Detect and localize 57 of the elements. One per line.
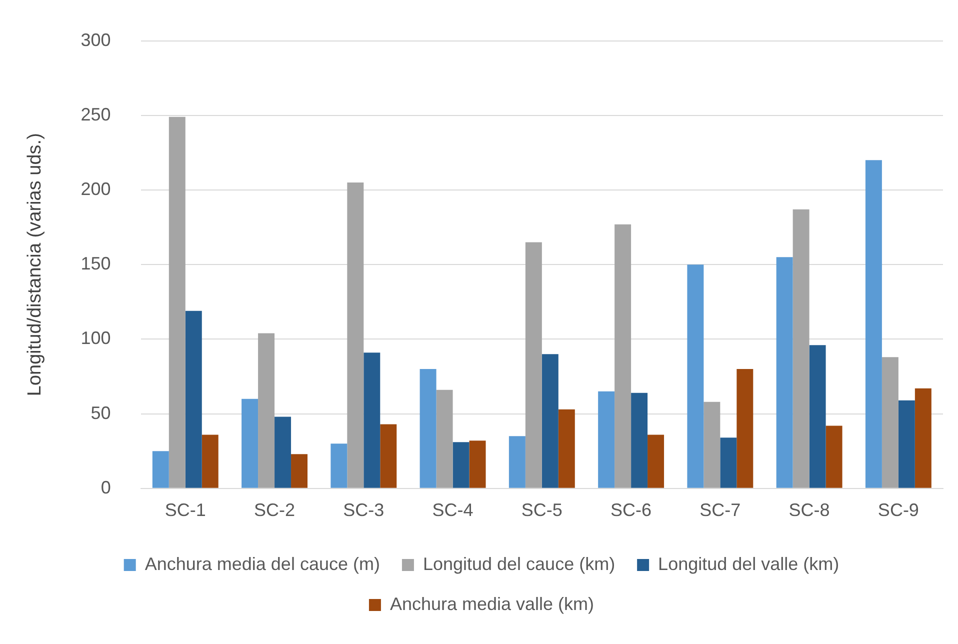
bar (704, 402, 720, 488)
legend-label: Anchura media valle (km) (390, 594, 594, 614)
legend-label: Longitud del valle (km) (658, 554, 840, 574)
x-tick-label: SC-9 (878, 500, 919, 520)
bar (736, 369, 754, 488)
y-tick-label: 200 (80, 178, 111, 199)
bar (558, 409, 575, 488)
bar (168, 116, 186, 488)
y-tick-label: 300 (80, 30, 111, 50)
legend-label: Longitud del cauce (km) (422, 554, 616, 574)
y-tick-label: 100 (80, 328, 111, 348)
bar (185, 310, 202, 488)
y-tick-label: 50 (90, 402, 111, 423)
x-tick-label: SC-7 (700, 500, 741, 520)
bar (792, 209, 810, 488)
x-tick-label: SC-3 (343, 500, 384, 520)
bar (274, 416, 292, 488)
bar (242, 398, 258, 488)
bar (347, 182, 364, 488)
bar (882, 357, 898, 488)
x-tick-label: SC-8 (788, 500, 830, 520)
x-tick-label: SC-2 (254, 500, 296, 520)
bar (776, 257, 793, 488)
bar (865, 160, 882, 488)
bar (152, 451, 169, 488)
bar (720, 438, 737, 488)
bar (330, 444, 348, 488)
bar (364, 352, 380, 488)
y-tick-label: 250 (80, 104, 111, 124)
bar (826, 426, 842, 488)
bar (452, 442, 470, 488)
bar (469, 440, 486, 488)
y-tick-label: 150 (80, 254, 111, 274)
legend-label: Anchura media del cauce (m) (144, 554, 380, 574)
bar (648, 434, 664, 488)
bar (436, 390, 453, 488)
bar (631, 392, 648, 488)
bar (809, 345, 826, 488)
bar (525, 242, 542, 488)
bar (380, 424, 397, 488)
x-tick-label: SC-4 (432, 500, 474, 520)
bar (598, 391, 615, 488)
bar (687, 264, 704, 488)
bar (898, 400, 915, 488)
x-tick-label: SC-1 (164, 500, 206, 520)
bar (914, 388, 932, 488)
bar (420, 369, 436, 488)
x-tick-label: SC-5 (521, 500, 562, 520)
y-tick-label: 0 (100, 477, 111, 498)
bar (542, 354, 558, 488)
bar (202, 434, 218, 488)
bar (258, 333, 275, 488)
bar (614, 224, 632, 488)
y-axis-title: Longitud/distancia (varias uds.) (24, 133, 46, 396)
x-tick-label: SC-6 (610, 500, 652, 520)
bar (291, 454, 308, 488)
bar (508, 436, 526, 488)
